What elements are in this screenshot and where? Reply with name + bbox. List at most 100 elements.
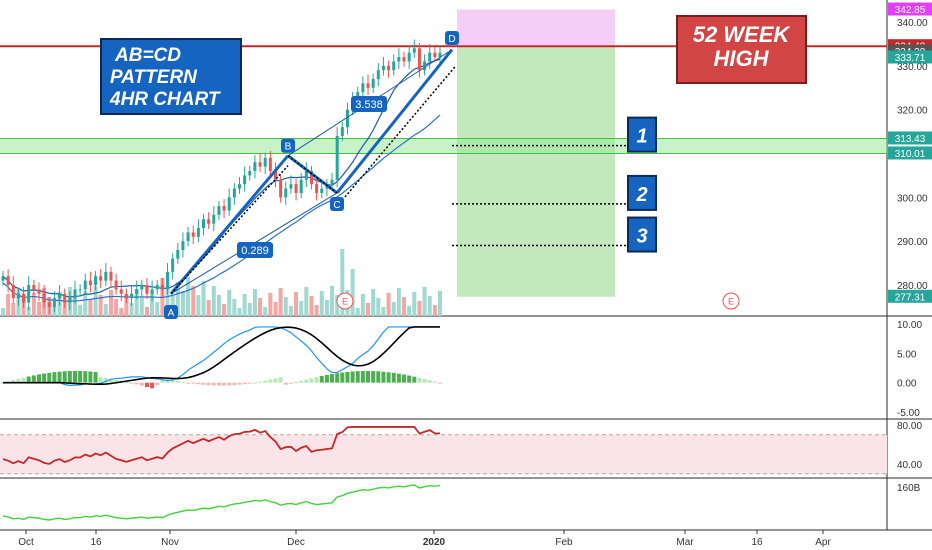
- macd-histogram-bar: [247, 382, 252, 384]
- macd-histogram-bar: [78, 370, 83, 383]
- candle-body: [243, 175, 247, 185]
- macd-histogram-bar: [227, 382, 232, 386]
- candle-body: [155, 285, 159, 290]
- candle-body: [361, 83, 365, 93]
- candle-body: [83, 280, 87, 290]
- macd-histogram-bar: [263, 380, 268, 383]
- volume-bar: [366, 303, 371, 316]
- macd-histogram-bar: [242, 382, 247, 385]
- candle-body: [104, 271, 108, 281]
- macd-histogram-bar: [206, 382, 211, 386]
- volume-bar: [196, 295, 201, 316]
- callout-line-2: HIGH: [714, 46, 770, 71]
- candle-body: [176, 249, 180, 259]
- candle-body: [135, 289, 139, 294]
- candle-body: [392, 61, 396, 71]
- volume-bar: [422, 287, 427, 316]
- price-tag-box: [888, 50, 932, 64]
- price-tag-label: 313.43: [895, 134, 926, 145]
- volume-bar: [283, 297, 288, 316]
- macd-signal-line: [3, 326, 440, 386]
- candle-body: [11, 285, 15, 299]
- candle-body: [371, 78, 375, 88]
- stop-loss-zone: [457, 9, 615, 47]
- macd-histogram-bar: [16, 378, 21, 383]
- volume-bar: [288, 306, 293, 316]
- ratio-cd-label-box: [351, 96, 387, 112]
- macd-tick-label: 0.00: [897, 379, 917, 390]
- volume-bar: [432, 305, 437, 316]
- volume-bar: [165, 287, 170, 316]
- time-tick-label: Dec: [287, 537, 305, 548]
- time-tick-label: 16: [751, 537, 763, 548]
- macd-histogram-bar: [232, 382, 237, 386]
- candle-body: [47, 302, 51, 307]
- candle-body: [309, 171, 313, 185]
- rsi-tick-label: 40.00: [897, 460, 922, 471]
- price-tag-label: 277.31: [895, 292, 926, 303]
- macd-histogram-bar: [335, 373, 340, 383]
- macd-histogram-bar: [170, 379, 175, 383]
- candle-body: [248, 171, 252, 176]
- macd-histogram-bar: [67, 371, 72, 383]
- volume-bar: [216, 295, 221, 316]
- leg-cd: [335, 48, 454, 194]
- candle-body: [366, 83, 370, 88]
- candle-body: [160, 285, 164, 290]
- point-b-marker: [281, 138, 295, 153]
- macd-histogram-bar: [211, 382, 216, 386]
- volume-bar: [211, 286, 216, 316]
- macd-histogram-bar: [288, 382, 293, 384]
- candle-body: [253, 162, 257, 172]
- price-tick-label: 300.00: [897, 193, 928, 204]
- macd-histogram-bar: [366, 370, 371, 383]
- volume-bar: [360, 294, 365, 316]
- candle-body: [330, 179, 334, 185]
- macd-histogram-bar: [304, 379, 309, 383]
- volume-bar: [407, 306, 412, 316]
- price-tag-label: 342.85: [895, 5, 926, 16]
- support-zone: [0, 138, 887, 154]
- time-tick-label: Nov: [161, 537, 179, 548]
- macd-histogram-bar: [345, 371, 350, 383]
- macd-histogram-bar: [237, 382, 242, 385]
- candle-body: [109, 271, 113, 281]
- candle-body: [119, 289, 123, 294]
- volume-bar: [319, 291, 324, 316]
- volume-bar: [180, 291, 185, 316]
- macd-histogram-bar: [381, 371, 386, 383]
- volume-bar: [155, 302, 160, 316]
- candle-body: [423, 61, 427, 71]
- price-tick-label: 280.00: [897, 281, 928, 292]
- macd-histogram-bar: [324, 374, 329, 383]
- volume-bar: [335, 295, 340, 316]
- callout-line-1: 52 WEEK: [693, 22, 792, 47]
- earnings-marker-label-1: E: [728, 297, 734, 307]
- macd-histogram-bar: [52, 372, 57, 383]
- macd-histogram-bar: [330, 374, 335, 383]
- volume-bar: [381, 307, 386, 316]
- macd-histogram-bar: [386, 372, 391, 383]
- candle-body: [294, 184, 298, 193]
- macd-histogram-bar: [186, 382, 191, 384]
- candle-body: [191, 232, 195, 237]
- macd-histogram-bar: [391, 372, 396, 383]
- candle-body: [130, 293, 134, 299]
- candle-body: [232, 188, 236, 198]
- volume-bar: [98, 295, 103, 316]
- macd-histogram-bar: [88, 371, 93, 383]
- volume-bar: [237, 308, 242, 316]
- candle-body: [407, 52, 411, 62]
- earnings-marker-1: [722, 292, 740, 310]
- target-1-box: [627, 116, 657, 153]
- volume-bar: [299, 301, 304, 316]
- volume-bar: [186, 277, 191, 316]
- macd-histogram-bar: [319, 375, 324, 383]
- target-2-label: 2: [635, 184, 647, 206]
- macd-histogram-bar: [31, 375, 36, 383]
- candle-body: [381, 65, 385, 71]
- earnings-marker-label-0: E: [342, 297, 348, 307]
- volume-bar: [114, 299, 119, 316]
- macd-histogram-bar: [396, 373, 401, 383]
- macd-histogram-bar: [72, 370, 77, 383]
